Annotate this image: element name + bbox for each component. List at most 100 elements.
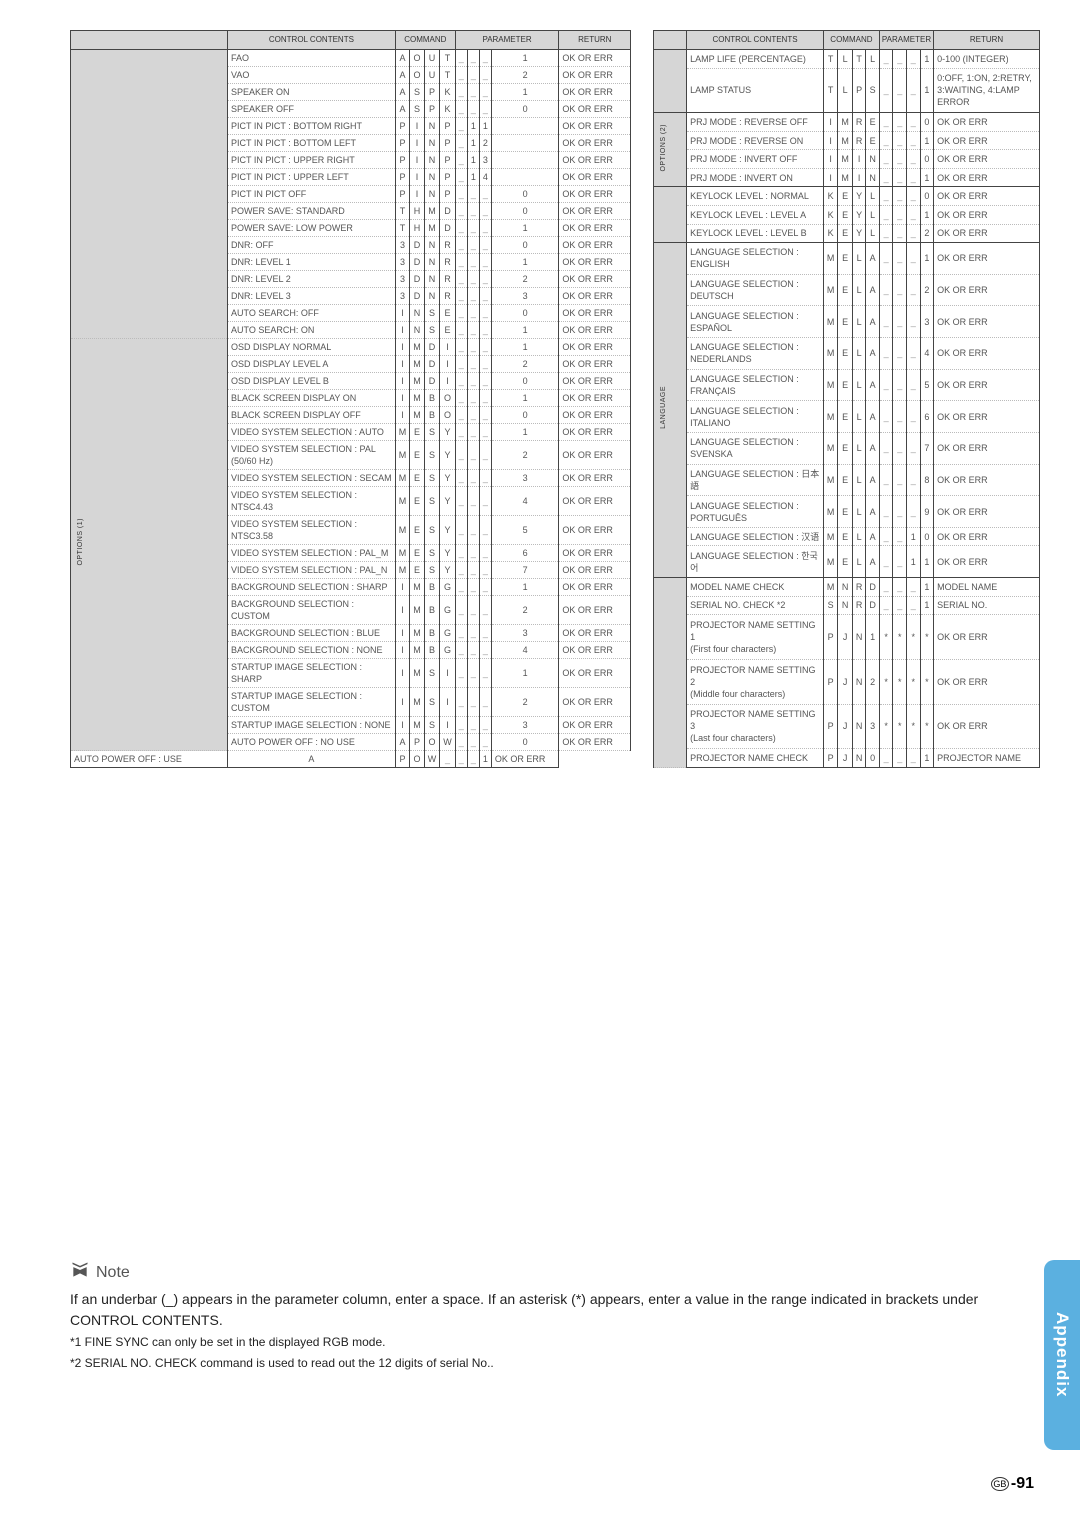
cmd-char: L (866, 224, 880, 243)
param-char (491, 135, 558, 152)
param-char: _ (879, 596, 893, 615)
footnote-1: *1 FINE SYNC can only be set in the disp… (70, 1332, 990, 1351)
cmd-char: A (866, 546, 880, 578)
row-return: OK OR ERR (934, 369, 1040, 401)
param-char: _ (479, 625, 491, 642)
cmd-char: J (838, 704, 853, 749)
param-char: 3 (491, 717, 558, 734)
row-return: OK OR ERR (934, 704, 1040, 749)
cmd-char: Y (440, 487, 456, 516)
param-char: _ (907, 243, 921, 275)
param-char: _ (455, 579, 467, 596)
row-name: AUTO SEARCH: OFF (228, 305, 396, 322)
row-return: OK OR ERR (934, 659, 1040, 704)
param-char: 1 (920, 50, 934, 69)
row-name: VIDEO SYSTEM SELECTION : PAL_M (228, 545, 396, 562)
row-return: OK OR ERR (559, 659, 631, 688)
param-char: _ (455, 118, 467, 135)
cmd-char: S (424, 424, 440, 441)
cmd-char: U (424, 67, 440, 84)
cmd-char: M (410, 642, 425, 659)
row-name: PICT IN PICT : BOTTOM LEFT (228, 135, 396, 152)
param-char: _ (455, 254, 467, 271)
cmd-char: M (823, 243, 838, 275)
param-char: 0 (491, 373, 558, 390)
row-name: PRJ MODE : INVERT OFF (687, 150, 824, 169)
cmd-char: T (823, 50, 838, 69)
row-name: STARTUP IMAGE SELECTION : SHARP (228, 659, 396, 688)
cmd-char: G (440, 596, 456, 625)
cmd-char: I (395, 717, 410, 734)
param-char: 2 (479, 135, 491, 152)
cmd-char: M (838, 113, 853, 132)
cmd-char: M (410, 625, 425, 642)
cmd-char: Y (852, 224, 866, 243)
cmd-char: I (395, 373, 410, 390)
cmd-char: N (424, 186, 440, 203)
param-char: 1 (491, 84, 558, 101)
cmd-char: J (838, 749, 853, 768)
row-return: OK OR ERR (559, 135, 631, 152)
header-return: RETURN (559, 31, 631, 50)
param-char: _ (879, 369, 893, 401)
cmd-char: E (838, 243, 853, 275)
cmd-char: T (823, 68, 838, 113)
cmd-char: S (424, 487, 440, 516)
cmd-char: S (424, 322, 440, 339)
param-char: _ (479, 717, 491, 734)
cmd-char: M (823, 274, 838, 306)
cmd-char: A (866, 432, 880, 464)
cmd-char: E (838, 206, 853, 225)
param-char: _ (879, 464, 893, 496)
param-char: _ (467, 288, 479, 305)
param-char: _ (879, 50, 893, 69)
row-return: OK OR ERR (559, 67, 631, 84)
param-char: 1 (920, 206, 934, 225)
param-char: _ (467, 220, 479, 237)
cmd-char: L (852, 369, 866, 401)
cmd-char: E (410, 424, 425, 441)
cmd-char: A (866, 274, 880, 306)
cmd-char: N (866, 150, 880, 169)
param-char (491, 118, 558, 135)
cmd-char: P (440, 186, 456, 203)
param-char: * (907, 659, 921, 704)
header-control: CONTROL CONTENTS (228, 31, 396, 50)
row-name: VAO (228, 67, 396, 84)
row-return: OK OR ERR (559, 271, 631, 288)
cmd-char: I (395, 596, 410, 625)
cmd-char: L (852, 496, 866, 528)
header-command: COMMAND (395, 31, 455, 50)
param-char: _ (907, 401, 921, 433)
param-char: _ (479, 545, 491, 562)
cmd-char: P (823, 615, 838, 660)
cmd-char: A (866, 464, 880, 496)
param-char: _ (893, 546, 907, 578)
cmd-char: 3 (395, 271, 410, 288)
cmd-char: I (440, 717, 456, 734)
cmd-char: J (838, 659, 853, 704)
cmd-char: M (410, 659, 425, 688)
cmd-char: P (852, 68, 866, 113)
row-return: OK OR ERR (559, 220, 631, 237)
param-char: 0 (491, 237, 558, 254)
param-char: _ (893, 464, 907, 496)
row-name: VIDEO SYSTEM SELECTION : NTSC4.43 (228, 487, 396, 516)
cmd-char: P (440, 169, 456, 186)
param-char: 1 (467, 135, 479, 152)
param-char: _ (479, 67, 491, 84)
cmd-char: J (838, 615, 853, 660)
cmd-char: O (440, 390, 456, 407)
side-blank (71, 50, 228, 339)
param-char: _ (907, 113, 921, 132)
row-name: BACKGROUND SELECTION : NONE (228, 642, 396, 659)
cmd-char: A (866, 306, 880, 338)
param-char: 1 (491, 220, 558, 237)
cmd-char: I (823, 131, 838, 150)
cmd-char: P (440, 152, 456, 169)
control-table-right: CONTROL CONTENTS COMMAND PARAMETER RETUR… (653, 30, 1040, 768)
cmd-char: S (424, 717, 440, 734)
param-char: 4 (491, 487, 558, 516)
param-char: 0 (920, 187, 934, 206)
row-name: BLACK SCREEN DISPLAY OFF (228, 407, 396, 424)
